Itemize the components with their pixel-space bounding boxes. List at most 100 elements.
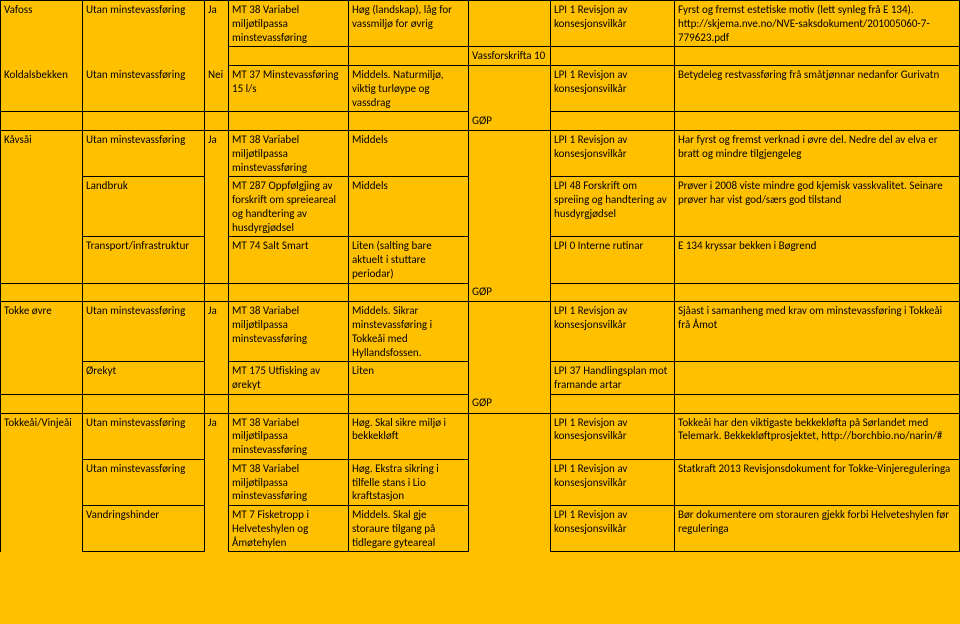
cell: MT 38 Variabel miljøtilpassa minstevassf… bbox=[229, 413, 349, 459]
cell: MT 175 Utfisking av ørekyt bbox=[229, 362, 349, 395]
cell bbox=[229, 47, 349, 66]
cell bbox=[205, 362, 229, 395]
cell: LPI 48 Forskrift om spreiing og handteri… bbox=[551, 177, 675, 237]
cell bbox=[469, 362, 551, 395]
cell: GØP bbox=[469, 283, 551, 302]
cell: LPI 1 Revisjon av konsesjonsvilkår bbox=[551, 413, 675, 459]
cell bbox=[469, 1, 551, 47]
cell bbox=[469, 237, 551, 283]
cell bbox=[1, 237, 83, 283]
cell: LPI 1 Revisjon av konsesjonsvilkår bbox=[551, 66, 675, 112]
cell bbox=[205, 394, 229, 413]
cell bbox=[205, 177, 229, 237]
cell: Utan minstevassføring bbox=[83, 459, 205, 505]
cell bbox=[205, 283, 229, 302]
cell bbox=[675, 362, 960, 395]
cell: Prøver i 2008 viste mindre god kjemisk v… bbox=[675, 177, 960, 237]
cell: Liten bbox=[349, 362, 469, 395]
data-table: VafossUtan minstevassføringJaMT 38 Varia… bbox=[0, 0, 960, 552]
cell bbox=[205, 47, 229, 66]
cell: E 134 kryssar bekken i Bøgrend bbox=[675, 237, 960, 283]
table-row: Vassforskrifta 10 bbox=[1, 47, 960, 66]
cell bbox=[469, 302, 551, 362]
table-row: Ørekyt MT 175 Utfisking av ørekytLiten LPI… bbox=[1, 362, 960, 395]
table-row: GØP bbox=[1, 112, 960, 131]
cell: Fyrst og fremst estetiske motiv (lett sy… bbox=[675, 1, 960, 47]
cell: GØP bbox=[469, 394, 551, 413]
cell: Utan minstevassføring bbox=[83, 1, 205, 47]
cell: Ørekyt bbox=[83, 362, 205, 395]
cell bbox=[469, 131, 551, 177]
cell: Har fyrst og fremst verknad i øvre del. … bbox=[675, 131, 960, 177]
cell: Middels bbox=[349, 131, 469, 177]
cell: Høg (landskap), låg for vassmiljø for øv… bbox=[349, 1, 469, 47]
cell bbox=[205, 459, 229, 505]
cell: Middels bbox=[349, 177, 469, 237]
cell bbox=[349, 112, 469, 131]
cell: LPI 37 Handlingsplan mot framande artar bbox=[551, 362, 675, 395]
cell bbox=[469, 177, 551, 237]
cell: Kåvsåi bbox=[1, 131, 83, 177]
cell: Utan minstevassføring bbox=[83, 66, 205, 112]
table-row: GØP bbox=[1, 394, 960, 413]
cell: LPI 1 Revisjon av konsesjonsvilkår bbox=[551, 459, 675, 505]
cell: Sjåast i samanheng med krav om minstevas… bbox=[675, 302, 960, 362]
cell: Transport/infrastruktur bbox=[83, 237, 205, 283]
cell: LPI 1 Revisjon av konsesjonsvilkår bbox=[551, 1, 675, 47]
table-row: Utan minstevassføring MT 38 Variabel milj… bbox=[1, 459, 960, 505]
cell bbox=[469, 459, 551, 505]
cell: LPI 1 Revisjon av konsesjonsvilkår bbox=[551, 506, 675, 552]
cell bbox=[83, 394, 205, 413]
cell bbox=[551, 112, 675, 131]
table-row: Vandringshinder MT 7 Fisketropp i Helvete… bbox=[1, 506, 960, 552]
cell: MT 38 Variabel miljøtilpassa minstevassf… bbox=[229, 1, 349, 47]
cell: Utan minstevassføring bbox=[83, 413, 205, 459]
cell: Utan minstevassføring bbox=[83, 131, 205, 177]
cell: LPI 1 Revisjon av konsesjonsvilkår bbox=[551, 302, 675, 362]
cell bbox=[83, 283, 205, 302]
cell: MT 38 Variabel miljøtilpassa minstevassf… bbox=[229, 302, 349, 362]
cell bbox=[349, 47, 469, 66]
cell bbox=[1, 459, 83, 505]
cell: Tokke øvre bbox=[1, 302, 83, 362]
cell bbox=[1, 362, 83, 395]
cell bbox=[469, 66, 551, 112]
cell bbox=[349, 394, 469, 413]
cell: Høg. Skal sikre miljø i bekkekløft bbox=[349, 413, 469, 459]
cell: MT 38 Variabel miljøtilpassa minstevassf… bbox=[229, 131, 349, 177]
cell: Koldalsbekken bbox=[1, 66, 83, 112]
cell: MT 7 Fisketropp i Helveteshylen og Åmøte… bbox=[229, 506, 349, 552]
cell bbox=[1, 394, 83, 413]
cell bbox=[469, 413, 551, 459]
cell: MT 37 Minstevassføring 15 l/s bbox=[229, 66, 349, 112]
cell: Ja bbox=[205, 302, 229, 362]
cell: LPI 1 Revisjon av konsesjonsvilkår bbox=[551, 131, 675, 177]
cell: Nei bbox=[205, 66, 229, 112]
cell bbox=[229, 394, 349, 413]
cell bbox=[469, 506, 551, 552]
cell bbox=[205, 237, 229, 283]
cell bbox=[675, 112, 960, 131]
cell: Vafoss bbox=[1, 1, 83, 47]
cell bbox=[1, 112, 83, 131]
cell: MT 287 Oppfølgjing av forskrift om sprei… bbox=[229, 177, 349, 237]
table-row: KoldalsbekkenUtan minstevassføringNeiMT … bbox=[1, 66, 960, 112]
table-row: VafossUtan minstevassføringJaMT 38 Varia… bbox=[1, 1, 960, 47]
table-row: Tokke øvreUtan minstevassføringJaMT 38 V… bbox=[1, 302, 960, 362]
table-row: KåvsåiUtan minstevassføringJaMT 38 Varia… bbox=[1, 131, 960, 177]
cell: MT 38 Variabel miljøtilpassa minstevassf… bbox=[229, 459, 349, 505]
cell: Ja bbox=[205, 1, 229, 47]
cell: Middels. Naturmiljø, viktig turløype og … bbox=[349, 66, 469, 112]
table-row: GØP bbox=[1, 283, 960, 302]
cell: Landbruk bbox=[83, 177, 205, 237]
cell bbox=[1, 283, 83, 302]
cell bbox=[1, 47, 83, 66]
table-row: Landbruk MT 287 Oppfølgjing av forskrift … bbox=[1, 177, 960, 237]
cell bbox=[83, 112, 205, 131]
cell: Utan minstevassføring bbox=[83, 302, 205, 362]
cell bbox=[205, 506, 229, 552]
cell: Vandringshinder bbox=[83, 506, 205, 552]
cell: Bør dokumentere om storauren gjekk forbi… bbox=[675, 506, 960, 552]
cell: LPI 0 Interne rutinar bbox=[551, 237, 675, 283]
cell: Betydeleg restvassføring frå småtjønnar … bbox=[675, 66, 960, 112]
